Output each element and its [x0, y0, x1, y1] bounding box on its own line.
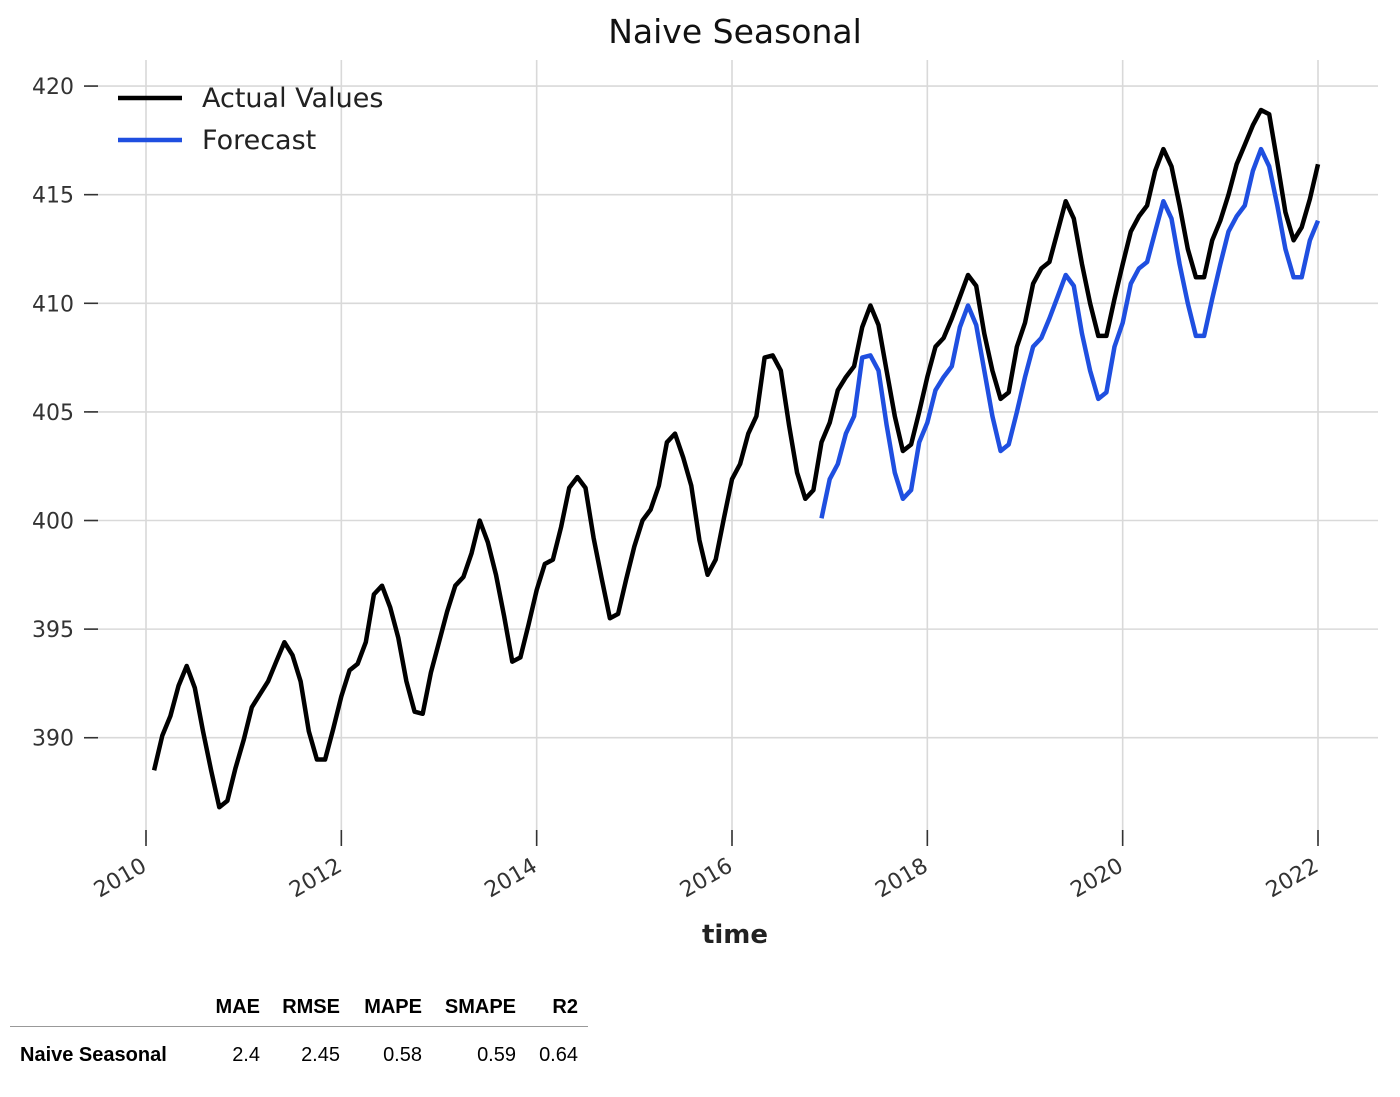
value-smape: 0.59 — [477, 1043, 516, 1066]
legend-label: Forecast — [202, 125, 316, 156]
x-axis: 2010 2012 2014 2016 2018 2020 2022 — [90, 830, 1323, 903]
y-tick-label: 420 — [32, 75, 74, 100]
series-lines — [151, 107, 1321, 810]
header-mape: MAPE — [364, 995, 422, 1018]
value-mae: 2.4 — [232, 1043, 260, 1066]
metrics-row: Naive Seasonal 2.4 2.45 0.58 0.59 0.64 — [10, 1027, 588, 1084]
header-smape: SMAPE — [444, 995, 516, 1018]
value-rmse: 2.45 — [301, 1043, 340, 1066]
y-axis: 390 395 400 405 410 415 420 — [32, 75, 98, 752]
x-tick-label: 2020 — [1067, 854, 1128, 904]
legend-label: Actual Values — [202, 83, 383, 114]
x-tick-label: 2010 — [90, 854, 151, 904]
y-tick-label: 395 — [32, 618, 74, 643]
y-tick-label: 400 — [32, 510, 74, 535]
value-r2: 0.64 — [539, 1043, 578, 1066]
metrics-header-row: MAE RMSE MAPE SMAPE R2 — [10, 988, 588, 1027]
value-mape: 0.58 — [383, 1043, 422, 1066]
grid — [88, 60, 1378, 842]
x-tick-label: 2022 — [1262, 854, 1323, 904]
y-tick-label: 390 — [32, 727, 74, 752]
legend: Actual Values Forecast — [118, 83, 383, 156]
chart-title: Naive Seasonal — [608, 12, 862, 51]
x-tick-label: 2014 — [481, 854, 542, 904]
x-axis-label: time — [702, 920, 768, 950]
header-r2: R2 — [552, 995, 578, 1018]
header-mae: MAE — [215, 995, 260, 1018]
metrics-row-label: Naive Seasonal — [20, 1043, 167, 1066]
x-tick-label: 2018 — [871, 854, 932, 904]
actual-values-line — [151, 107, 1321, 810]
y-tick-label: 415 — [32, 184, 74, 209]
metrics-corner — [10, 988, 200, 1027]
forecast-chart: Naive Seasonal 390 395 400 405 410 415 420 201… — [32, 12, 1378, 950]
header-rmse: RMSE — [282, 995, 340, 1018]
x-tick-label: 2016 — [676, 854, 737, 904]
forecast-line — [819, 146, 1321, 519]
x-tick-label: 2012 — [285, 854, 346, 904]
y-tick-label: 405 — [32, 401, 74, 426]
metrics-table: MAE RMSE MAPE SMAPE R2 Naive Seasonal 2.… — [10, 988, 588, 1083]
y-tick-label: 410 — [32, 292, 74, 317]
